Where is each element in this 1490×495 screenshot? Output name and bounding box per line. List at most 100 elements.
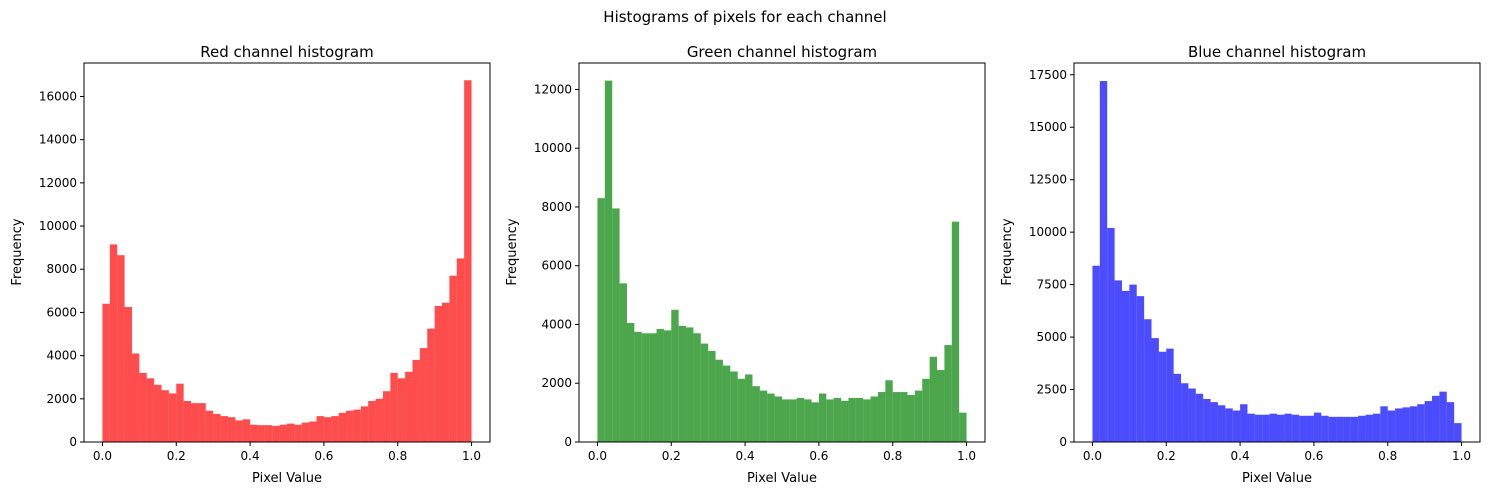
green-bar	[671, 309, 679, 442]
blue-x-axis-label: Pixel Value	[1242, 471, 1312, 486]
red-y-tick-label: 4000	[46, 349, 77, 363]
blue-bar	[1299, 415, 1307, 442]
blue-bar	[1247, 413, 1255, 442]
green-bar	[863, 399, 871, 442]
red-bar	[338, 412, 347, 442]
green-bar	[693, 333, 701, 442]
red-x-tick-label: 1.0	[462, 449, 481, 463]
green-bar	[745, 374, 753, 442]
blue-bar	[1409, 406, 1418, 442]
green-bar	[826, 399, 834, 442]
blue-bar	[1321, 415, 1329, 442]
green-y-tick-label: 4000	[541, 317, 572, 331]
blue-bar	[1173, 373, 1182, 442]
blue-bar	[1446, 402, 1455, 442]
red-bar	[176, 383, 184, 442]
chart-blue: 0.0 0.2 0.4 0.6 0.8 1.0 0 2500 5000 7500 10000 125…	[1000, 43, 1481, 486]
blue-y-tick-label: 17500	[1029, 68, 1067, 82]
blue-bar	[1380, 406, 1388, 442]
green-bar	[796, 397, 805, 442]
green-x-tick-label: 1.0	[957, 449, 976, 463]
blue-bar	[1136, 296, 1145, 442]
green-bar	[708, 350, 716, 442]
blue-bar	[1306, 415, 1314, 442]
blue-bar	[1336, 416, 1344, 442]
green-bar	[848, 397, 856, 442]
red-bar	[117, 255, 125, 442]
blue-bar	[1203, 398, 1211, 442]
green-bar	[855, 397, 864, 442]
green-y-tick-label: 2000	[541, 376, 572, 390]
red-bar	[168, 393, 177, 442]
red-x-tick-label: 0.2	[167, 449, 186, 463]
green-bar	[774, 396, 782, 442]
green-bars	[597, 80, 967, 442]
blue-y-tick-label: 10000	[1029, 225, 1067, 239]
red-bar	[390, 372, 398, 442]
blue-bar	[1424, 401, 1433, 442]
green-bar	[914, 390, 923, 442]
red-bar	[464, 80, 472, 442]
blue-bar	[1107, 227, 1115, 442]
blue-bar	[1210, 402, 1218, 442]
green-y-tick-label: 12000	[534, 82, 572, 96]
red-bar	[250, 424, 258, 442]
blue-x-ticks: 0.0 0.2 0.4 0.6 0.8 1.0	[1083, 442, 1471, 463]
blue-bar	[1387, 410, 1396, 442]
red-bar	[139, 372, 147, 442]
green-bar	[892, 392, 901, 442]
green-bar	[612, 208, 620, 442]
red-bar	[360, 406, 369, 442]
green-bar	[833, 397, 842, 442]
green-axes-frame	[578, 62, 986, 443]
red-bar	[382, 391, 391, 442]
green-bar	[811, 402, 819, 442]
blue-bar	[1402, 407, 1410, 442]
blue-bar	[1365, 414, 1373, 442]
red-bar	[323, 417, 332, 442]
blue-y-tick-label: 0	[1059, 435, 1067, 449]
red-x-ticks: 0.0 0.2 0.4 0.6 0.8 1.0	[93, 442, 481, 463]
red-y-axis-label: Frequency	[10, 218, 25, 285]
green-x-ticks: 0.0 0.2 0.4 0.6 0.8 1.0	[588, 442, 976, 463]
red-bar	[213, 413, 221, 442]
green-x-tick-label: 0.6	[809, 449, 828, 463]
blue-bar	[1181, 383, 1189, 442]
green-y-tick-label: 0	[564, 435, 572, 449]
green-y-tick-label: 8000	[541, 200, 572, 214]
green-y-tick-label: 6000	[541, 259, 572, 273]
red-bar	[346, 410, 354, 442]
red-bar	[257, 425, 265, 442]
red-bar	[368, 400, 376, 442]
green-bar	[922, 378, 930, 442]
red-y-tick-label: 2000	[46, 392, 77, 406]
blue-y-tick-label: 5000	[1036, 330, 1067, 344]
blue-bar	[1114, 280, 1122, 442]
red-x-axis-label: Pixel Value	[252, 471, 322, 486]
green-bar	[885, 380, 893, 442]
red-bar	[309, 421, 317, 442]
red-bar	[353, 409, 361, 442]
blue-bar	[1166, 348, 1174, 442]
red-bar	[279, 424, 287, 442]
green-bar	[929, 356, 938, 442]
blue-x-tick-label: 0.4	[1231, 449, 1250, 463]
green-bar	[597, 198, 605, 442]
blue-y-tick-label: 15000	[1029, 120, 1067, 134]
green-bar	[715, 359, 723, 442]
red-bar	[242, 419, 251, 442]
green-bar	[951, 221, 960, 442]
blue-bars	[1092, 81, 1462, 443]
red-bar	[109, 244, 118, 442]
red-bar	[227, 417, 236, 442]
red-bar	[456, 258, 465, 442]
blue-x-tick-label: 0.2	[1157, 449, 1176, 463]
red-bar	[442, 302, 450, 442]
blue-bar	[1372, 413, 1381, 442]
green-bar	[737, 378, 746, 442]
red-bar	[264, 425, 273, 442]
red-axes-frame	[83, 62, 491, 443]
blue-x-tick-label: 0.8	[1378, 449, 1397, 463]
green-bar	[759, 390, 768, 442]
blue-bar	[1291, 414, 1300, 442]
